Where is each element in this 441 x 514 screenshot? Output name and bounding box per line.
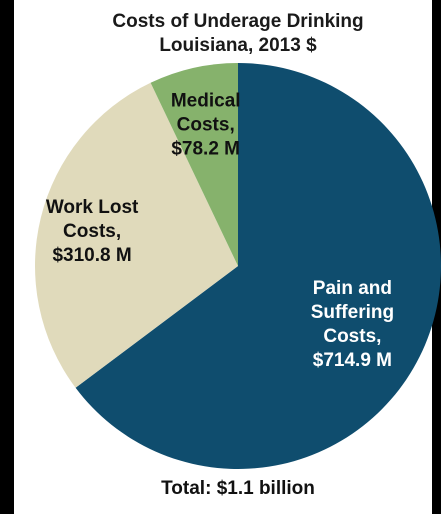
- slice-label-line: $78.2 M: [171, 138, 240, 159]
- slice-label-line: Costs,: [177, 114, 235, 135]
- slice-label-work-lost-costs: Work Lost Costs, $310.8 M: [46, 197, 139, 266]
- pie-slices: [35, 63, 441, 469]
- slice-label-line: Suffering: [311, 302, 394, 323]
- slice-label-line: Pain and: [313, 278, 392, 299]
- slice-label-line: $714.9 M: [313, 350, 392, 371]
- pie-slice-work-lost-costs: [35, 82, 239, 388]
- slice-label-line: Costs,: [323, 326, 381, 347]
- pie-slice-medical-costs: [150, 63, 238, 266]
- slice-label-line: Work Lost: [46, 197, 139, 218]
- slice-label-line: Medical: [171, 90, 241, 111]
- slice-label-line: Costs,: [63, 221, 121, 242]
- slice-labels: Pain and Suffering Costs, $714.9 M Work Lost…: [46, 90, 394, 371]
- slice-label-pain-and-suffering-costs: Pain and Suffering Costs, $714.9 M: [311, 278, 394, 371]
- slice-label-line: $310.8 M: [52, 245, 131, 266]
- pie-slice-pain-and-suffering-costs: [75, 63, 441, 469]
- slice-label-medical-costs: Medical Costs, $78.2 M: [171, 90, 241, 159]
- chart-title: Costs of Underage Drinking: [112, 11, 363, 32]
- chart-subtitle: Louisiana, 2013 $: [159, 35, 317, 56]
- chart-total: Total: $1.1 billion: [161, 478, 315, 499]
